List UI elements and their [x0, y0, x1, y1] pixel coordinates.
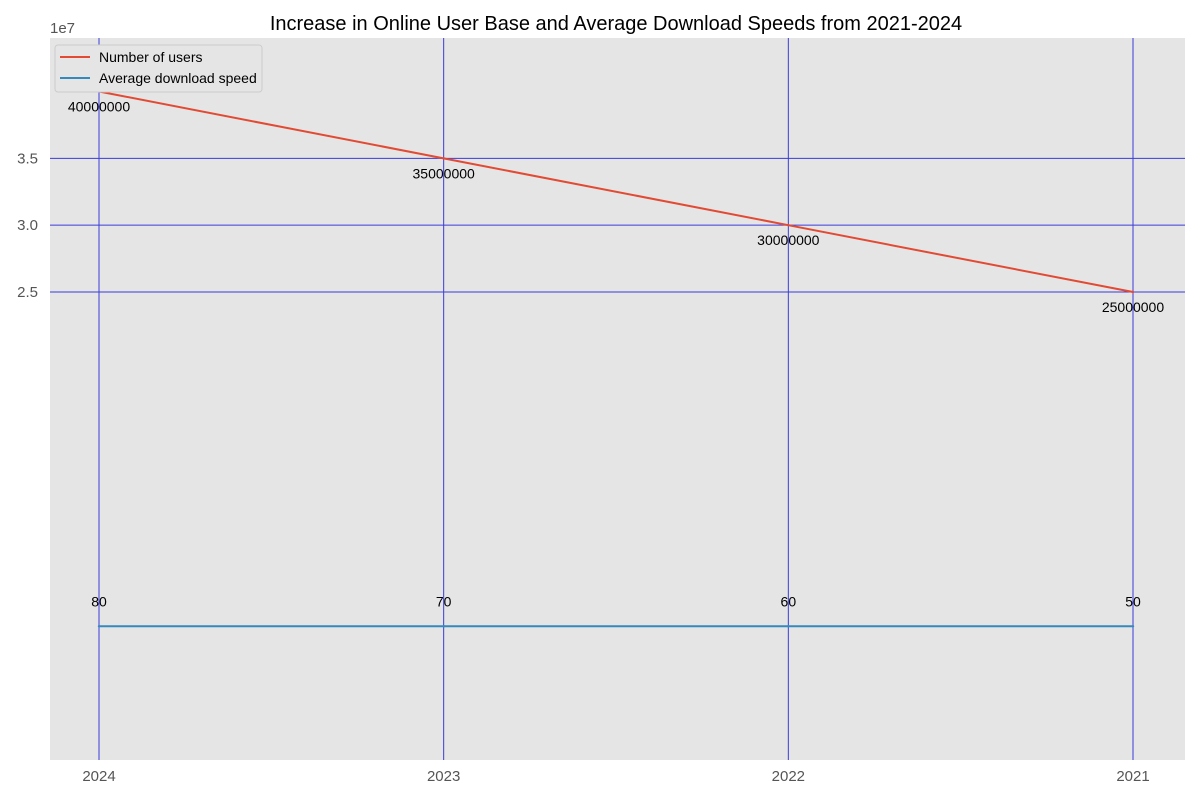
data-label-number-of-users-2021: 25000000	[1102, 299, 1165, 315]
y-tick-label-2.5: 2.5	[17, 284, 38, 301]
data-label-average-download-speed-2024: 80	[91, 593, 107, 609]
data-point-average-download-speed-2024	[97, 625, 101, 628]
data-point-average-download-speed-2023	[442, 625, 445, 628]
data-label-number-of-users-2022: 30000000	[757, 232, 820, 248]
chart-title: Increase in Online User Base and Average…	[270, 13, 962, 35]
series-line-number-of-users	[98, 90, 1134, 294]
legend: Number of users Average download speed	[54, 44, 263, 93]
y-tick-label-3.5: 3.5	[17, 150, 38, 167]
x-tick-label-2022: 2022	[772, 768, 805, 785]
legend-label-number-of-users: Number of users	[99, 49, 202, 65]
x-tick-label-2024: 2024	[82, 768, 115, 785]
legend-box	[54, 44, 263, 93]
data-point-number-of-users-2022	[787, 223, 790, 227]
legend-label-average-download-speed: Average download speed	[99, 70, 257, 86]
y-tick-label-3.0: 3.0	[17, 217, 38, 234]
x-tick-label-2023: 2023	[427, 768, 460, 785]
data-label-average-download-speed-2022: 60	[781, 593, 797, 609]
data-point-average-download-speed-2021	[1131, 625, 1135, 628]
x-axis-ticks: 2024 2023 2022 2021	[82, 768, 1149, 785]
y-axis-ticks: 2.5 3.0 3.5	[17, 150, 38, 301]
data-point-average-download-speed-2022	[787, 625, 790, 628]
data-label-number-of-users-2023: 35000000	[413, 165, 476, 181]
data-point-number-of-users-2021	[1131, 290, 1135, 294]
x-tick-label-2021: 2021	[1116, 768, 1149, 785]
plot-area	[50, 38, 1185, 760]
data-labels: 40000000 35000000 30000000 25000000 80 70 60 50	[68, 98, 1165, 609]
data-label-average-download-speed-2023: 70	[436, 593, 452, 609]
y-offset-label: 1e7	[50, 20, 75, 37]
data-label-number-of-users-2024: 40000000	[68, 98, 131, 114]
data-point-number-of-users-2023	[442, 157, 445, 160]
data-label-average-download-speed-2021: 50	[1125, 593, 1141, 609]
